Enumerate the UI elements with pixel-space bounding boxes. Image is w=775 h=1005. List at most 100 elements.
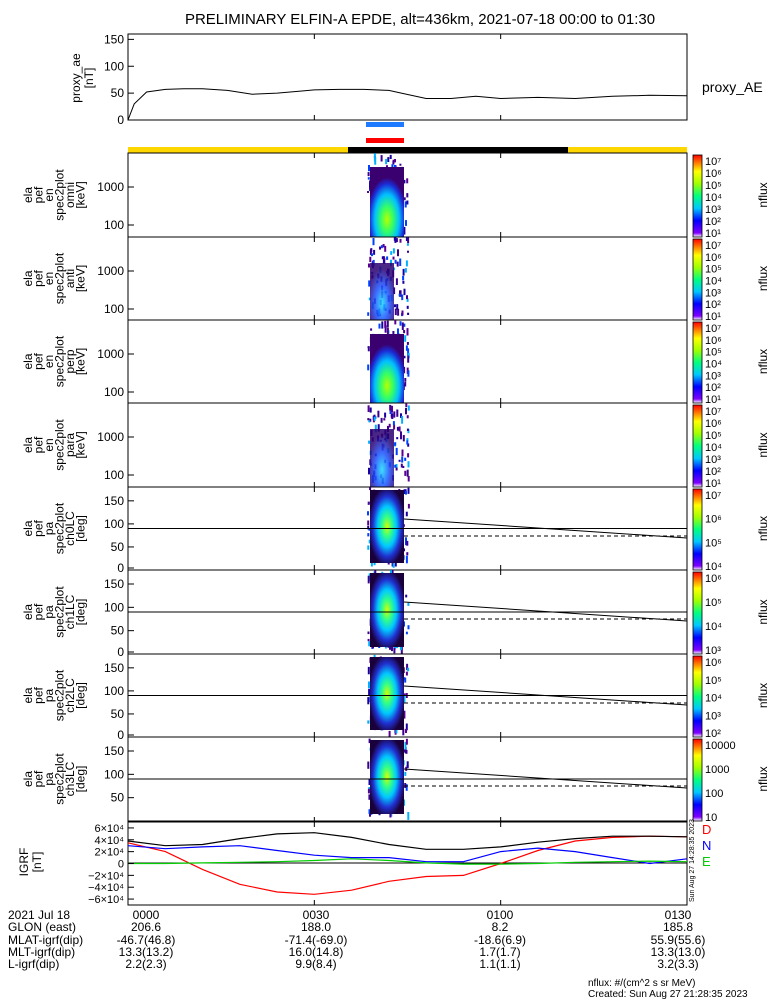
ytick-label: 100 [104, 468, 124, 482]
colorbar [692, 404, 703, 488]
spectrogram-pixel [389, 409, 392, 414]
ylabel-line: pa [42, 522, 56, 536]
spectrogram-pixel [405, 260, 408, 267]
spectrogram-pixel [372, 238, 375, 246]
colorbar-label: nflux [756, 266, 770, 291]
spectrogram-pixel [402, 465, 405, 468]
ephemeris-value: 185.8 [663, 920, 693, 934]
spectrogram-pixel [369, 813, 371, 817]
spectrogram-pixel [369, 418, 372, 422]
spectrogram-pixel [367, 638, 370, 642]
colorbar-tick-label: 10⁴ [705, 621, 722, 633]
spectrogram-pixel [367, 761, 370, 769]
spectrogram-pixel [367, 525, 370, 530]
spectrogram-pixel [367, 511, 369, 516]
created-side-stamp: Sun Aug 27 14:28:35 2023 [689, 819, 696, 902]
spectrogram-pixel [394, 559, 397, 567]
units-note: nflux: #/(cm^2 s sr MeV) [588, 978, 696, 989]
igrf-ylabel: IGRF[nT] [17, 848, 44, 877]
ylabel-line: [keV] [74, 431, 88, 458]
spectrogram-pixel [374, 424, 377, 433]
science-zone-indicator-blue [366, 122, 404, 127]
panel-ylabel: elapefenspec2plotperp[keV] [21, 335, 88, 387]
spectrogram-pixel [407, 250, 409, 253]
spectrogram-pixel [402, 268, 405, 276]
ytick-label: 100 [104, 600, 124, 614]
spectrogram-pixel [367, 346, 370, 352]
ylabel-line: ela [21, 520, 35, 536]
colorbar-tick-label: 10000 [705, 740, 736, 752]
spectrogram-pixel [393, 411, 396, 418]
spectrogram-pixel [401, 322, 404, 330]
spectrogram-pixel [402, 435, 405, 442]
spectrogram-pixel [400, 646, 403, 655]
spectrogram-pixel [390, 251, 393, 255]
colorbar-tick-label: 10⁵ [705, 675, 722, 687]
spectrogram-pixel [395, 238, 398, 243]
spectrogram-pixel [403, 710, 406, 719]
spectrogram-pixel [397, 308, 400, 316]
spectrogram-panel-8: 150 100 50 elapefpaspec2plotch3LC[deg] 10000… [21, 736, 770, 824]
spectrogram-pixel [404, 457, 407, 461]
colorbar-tick-label: 10⁶ [705, 252, 722, 264]
spectrogram-pixel [367, 191, 369, 193]
spectrogram-pixel [404, 489, 407, 493]
spectrogram-pixel [368, 165, 370, 172]
spectrogram-pixel [368, 641, 371, 647]
colorbar-tick-label: 10⁶ [705, 335, 722, 347]
ephemeris-value: 8.2 [492, 920, 509, 934]
spectrogram-pixel [403, 330, 406, 334]
colorbar-tick-label: 10⁵ [705, 264, 722, 276]
ephemeris-value: 3.2(3.3) [657, 957, 698, 971]
spectrogram-panel-3: 1000100elapefenspec2plotperp[keV]10⁷10⁶1… [21, 319, 770, 406]
ylabel-line: anti [63, 269, 77, 288]
spectrogram-pixel [405, 511, 408, 517]
spectrogram-pixel [396, 304, 399, 310]
spectrogram-pixel [406, 540, 409, 546]
colorbar-tick-label: 10⁷ [705, 490, 721, 502]
spectrogram-pixel [394, 304, 396, 308]
spectrogram-pixel [396, 409, 399, 417]
spectrogram-pixel [403, 197, 406, 201]
spectrogram-pixel [367, 575, 370, 584]
igrf-ytick-label: −2×10⁴ [88, 870, 124, 882]
panel-ylabel: elapefpaspec2plotch1LC[deg] [21, 586, 88, 638]
plot-title: PRELIMINARY ELFIN-A EPDE, alt=436km, 202… [185, 11, 655, 28]
ylabel-line: spec2plot [53, 502, 67, 554]
colorbar-tick-label: 10¹ [705, 478, 721, 490]
spectrogram-pixel [383, 418, 386, 421]
spectrogram-pixel [405, 537, 407, 546]
ylabel-line: ch3LC [63, 761, 77, 796]
colorbar-tick-label: 10⁷ [705, 406, 721, 418]
proxy-ae-ytick-label: 100 [104, 59, 124, 73]
spectrogram-pixel [405, 723, 408, 731]
spectrogram-pixel [403, 695, 406, 703]
igrf-series-total [127, 832, 688, 850]
spectrogram-pixel [377, 410, 380, 418]
spectrogram-pixel [391, 646, 393, 652]
ylabel-line: spec2plot [53, 669, 67, 721]
ylabel-line: pa [42, 772, 56, 786]
spectrogram-pixel [396, 261, 399, 267]
spectrogram-pixel [405, 594, 408, 598]
ephemeris-value: 1.7(1.7) [479, 945, 520, 959]
spectrogram-pixel [405, 671, 408, 676]
spectrogram-pixel [368, 794, 371, 800]
igrf-ytick-label: 6×10⁴ [94, 823, 124, 835]
colorbar [692, 154, 703, 238]
spectrogram-panel-5: 150 100 50 0 elapefpaspec2plotch0LC[deg] 10⁷ 1… [21, 486, 770, 575]
loss-cone-line [403, 685, 688, 706]
colorbar-label: nflux [756, 683, 770, 708]
spectrogram-pixel [367, 364, 370, 371]
spectrogram-flux-region [370, 167, 404, 237]
colorbar-tick-label: 10⁷ [705, 240, 721, 252]
ylabel-line: pef [32, 436, 46, 453]
spectrogram-pixel [367, 720, 370, 724]
spectrogram-pixel [382, 256, 385, 264]
ylabel-line: spec2plot [53, 419, 67, 471]
spectrogram-pixel [406, 178, 409, 184]
spectrogram-pixel [406, 298, 409, 302]
spectrogram-pixel [398, 426, 401, 432]
spectrogram-pixel [405, 490, 407, 495]
spectrogram-pixel [390, 413, 393, 417]
